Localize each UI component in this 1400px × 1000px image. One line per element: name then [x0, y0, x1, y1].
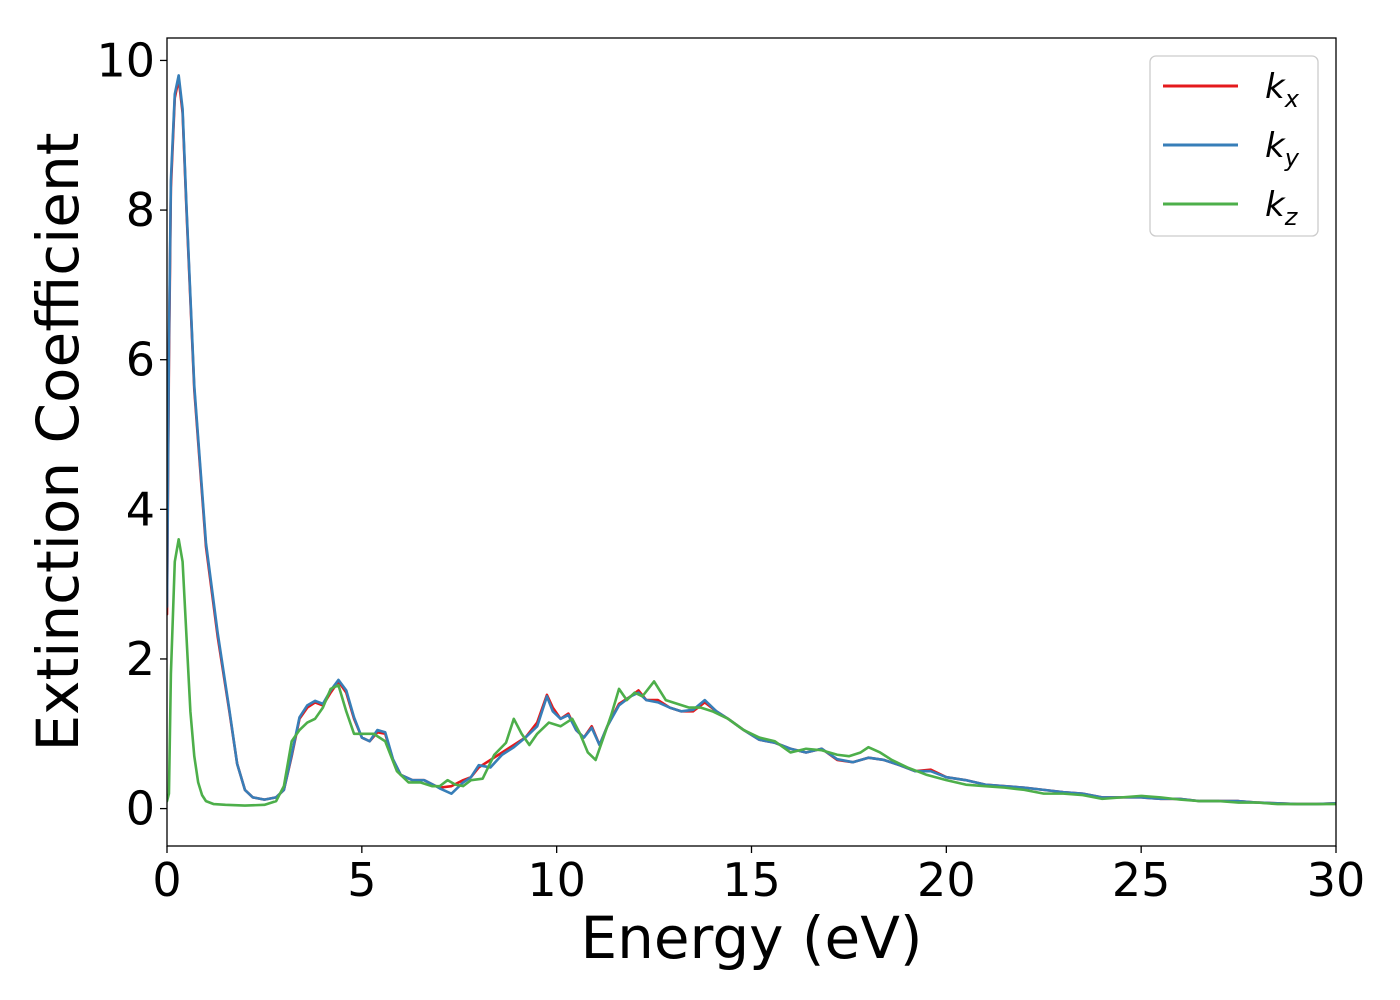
x-tick-label: 30: [1307, 853, 1366, 907]
x-tick-label: 20: [917, 853, 976, 907]
y-axis-label: Extinction Coefficient: [24, 133, 92, 752]
legend-label-sub: x: [1284, 85, 1300, 113]
x-tick-label: 15: [722, 853, 781, 907]
y-tick-label: 2: [126, 632, 155, 686]
series-layer: [167, 74, 1336, 807]
x-tick-label: 25: [1112, 853, 1171, 907]
legend-label-y: ky: [1265, 126, 1300, 172]
y-tick-label: 8: [126, 183, 155, 237]
x-tick-label: 0: [152, 853, 181, 907]
y-tick-label: 6: [126, 333, 155, 387]
y-axis: 0 2 4 6 8 10: [96, 33, 167, 836]
x-axis-label: Energy (eV): [580, 904, 922, 972]
x-axis: 0 5 10 15 20 25 30: [152, 846, 1365, 907]
legend-label-base: k: [1265, 126, 1286, 166]
legend-label-x: kx: [1265, 67, 1300, 113]
x-tick-label: 5: [347, 853, 376, 907]
legend-label-base: k: [1265, 185, 1286, 225]
legend-label-base: k: [1265, 67, 1286, 107]
y-tick-label: 10: [96, 33, 155, 87]
y-tick-label: 4: [126, 482, 155, 536]
x-tick-label: 10: [527, 853, 586, 907]
legend-label-z: kz: [1265, 185, 1299, 231]
y-tick-label: 0: [126, 782, 155, 836]
legend-label-sub: z: [1284, 203, 1299, 231]
series-line-z: [167, 537, 1336, 807]
legend-label-sub: y: [1284, 144, 1300, 172]
